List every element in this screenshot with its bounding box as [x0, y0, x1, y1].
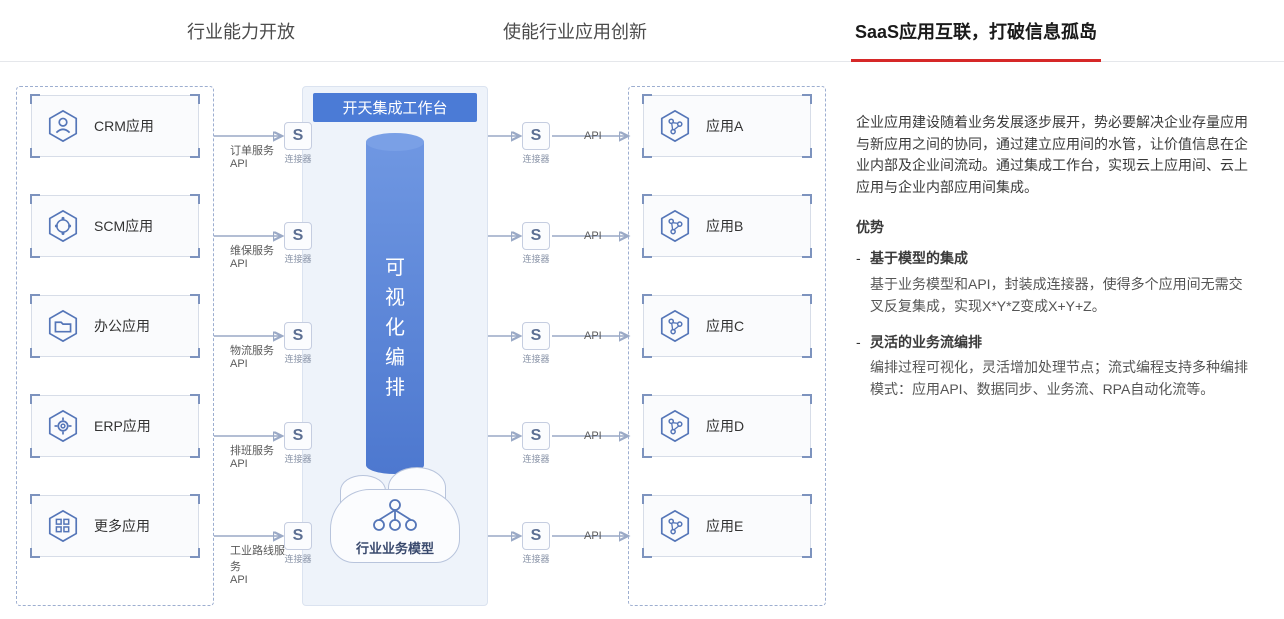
advantage-0: 基于模型的集成 基于业务模型和API，封装成连接器，使得多个应用间无需交叉反复集… [856, 248, 1256, 317]
connector-label: 连接器 [520, 452, 552, 465]
tab-0[interactable]: 行业能力开放 [183, 0, 299, 62]
main-content: CRM应用 SCM应用 办公应用 [0, 62, 1284, 606]
advantage-1-body: 编排过程可视化，灵活增加处理节点；流式编程支持多种编排模式：应用API、数据同步… [870, 357, 1256, 400]
right-app-0: 应用A [643, 95, 811, 157]
tabs-bar: 行业能力开放 使能行业应用创新 SaaS应用互联，打破信息孤岛 [0, 0, 1284, 62]
left-app-4-label: 更多应用 [94, 516, 150, 536]
connector-label: 连接器 [520, 152, 552, 165]
left-app-1: SCM应用 [31, 195, 199, 257]
left-api-label-2: 物流服务API [230, 342, 290, 370]
left-app-0: CRM应用 [31, 95, 199, 157]
left-app-1-label: SCM应用 [94, 216, 153, 236]
dots-icon [46, 209, 80, 243]
right-app-0-label: 应用A [706, 116, 743, 136]
graph-icon [658, 209, 692, 243]
connector-icon: S [522, 322, 550, 350]
left-connector-2: S 连接器 [282, 322, 314, 365]
right-app-1: 应用B [643, 195, 811, 257]
left-api-label-3: 排班服务API [230, 442, 290, 470]
right-apps-column: 应用A 应用B 应用 [628, 86, 826, 606]
graph-icon [658, 509, 692, 543]
advantage-0-body: 基于业务模型和API，封装成连接器，使得多个应用间无需交叉反复集成，实现X*Y*… [870, 274, 1256, 317]
left-api-label-0: 订单服务API [230, 142, 290, 170]
connector-icon: S [522, 222, 550, 250]
grid-icon [46, 509, 80, 543]
left-app-0-label: CRM应用 [94, 116, 154, 136]
tab-1[interactable]: 使能行业应用创新 [499, 0, 651, 62]
left-connector-1: S 连接器 [282, 222, 314, 265]
right-connector-4: S 连接器 [520, 522, 552, 565]
left-app-2: 办公应用 [31, 295, 199, 357]
right-connector-1: S 连接器 [520, 222, 552, 265]
right-app-1-label: 应用B [706, 216, 743, 236]
center-integration-panel: 开天集成工作台 可 视 化 编 排 [302, 86, 488, 606]
right-api-label-2: API [584, 330, 602, 342]
center-panel-title: 开天集成工作台 [313, 93, 477, 122]
left-app-3-label: ERP应用 [94, 416, 151, 436]
connector-icon: S [284, 322, 312, 350]
connector-label: 连接器 [520, 252, 552, 265]
advantage-0-title: 基于模型的集成 [870, 248, 1256, 270]
right-app-3: 应用D [643, 395, 811, 457]
connector-label: 连接器 [520, 352, 552, 365]
right-connector-2: S 连接器 [520, 322, 552, 365]
right-connector-0: S 连接器 [520, 122, 552, 165]
advantage-1-title: 灵活的业务流编排 [870, 332, 1256, 354]
left-app-2-label: 办公应用 [94, 316, 150, 336]
connector-label: 连接器 [282, 252, 314, 265]
connector-label: 连接器 [282, 452, 314, 465]
folder-icon [46, 309, 80, 343]
advantages-heading: 优势 [856, 217, 1256, 239]
connector-label: 连接器 [282, 152, 314, 165]
integration-diagram: CRM应用 SCM应用 办公应用 [16, 86, 826, 606]
description-paragraph: 企业应用建设随着业务发展逐步展开，势必要解决企业存量应用与新应用之间的协同，通过… [856, 112, 1256, 199]
description-panel: 企业应用建设随着业务发展逐步展开，势必要解决企业存量应用与新应用之间的协同，通过… [856, 86, 1256, 606]
left-connector-4: S 连接器 [282, 522, 314, 565]
right-connector-3: S 连接器 [520, 422, 552, 465]
connector-icon: S [284, 522, 312, 550]
right-app-2: 应用C [643, 295, 811, 357]
connector-icon: S [522, 122, 550, 150]
orchestration-cylinder: 可 视 化 编 排 [366, 133, 424, 473]
cloud-label: 行业业务模型 [330, 538, 460, 557]
graph-icon [658, 409, 692, 443]
graph-icon [658, 309, 692, 343]
connector-icon: S [284, 222, 312, 250]
business-model-cloud: 行业业务模型 [330, 489, 460, 563]
connector-icon: S [522, 422, 550, 450]
right-api-label-0: API [584, 130, 602, 142]
right-api-label-4: API [584, 530, 602, 542]
left-connector-3: S 连接器 [282, 422, 314, 465]
model-icon [372, 497, 418, 533]
tab-2[interactable]: SaaS应用互联，打破信息孤岛 [851, 0, 1101, 62]
right-api-label-1: API [584, 230, 602, 242]
connector-icon: S [284, 422, 312, 450]
advantage-1: 灵活的业务流编排 编排过程可视化，灵活增加处理节点；流式编程支持多种编排模式：应… [856, 332, 1256, 401]
user-icon [46, 109, 80, 143]
connector-label: 连接器 [520, 552, 552, 565]
left-api-label-1: 维保服务API [230, 242, 290, 270]
connector-label: 连接器 [282, 352, 314, 365]
right-app-2-label: 应用C [706, 316, 744, 336]
right-api-label-3: API [584, 430, 602, 442]
right-app-4-label: 应用E [706, 516, 743, 536]
connector-icon: S [522, 522, 550, 550]
left-api-label-4: 工业路线服务API [230, 542, 290, 586]
left-app-3: ERP应用 [31, 395, 199, 457]
left-apps-column: CRM应用 SCM应用 办公应用 [16, 86, 214, 606]
left-app-4: 更多应用 [31, 495, 199, 557]
connector-label: 连接器 [282, 552, 314, 565]
left-connector-0: S 连接器 [282, 122, 314, 165]
gear-icon [46, 409, 80, 443]
right-app-3-label: 应用D [706, 416, 744, 436]
right-app-4: 应用E [643, 495, 811, 557]
graph-icon [658, 109, 692, 143]
connector-icon: S [284, 122, 312, 150]
